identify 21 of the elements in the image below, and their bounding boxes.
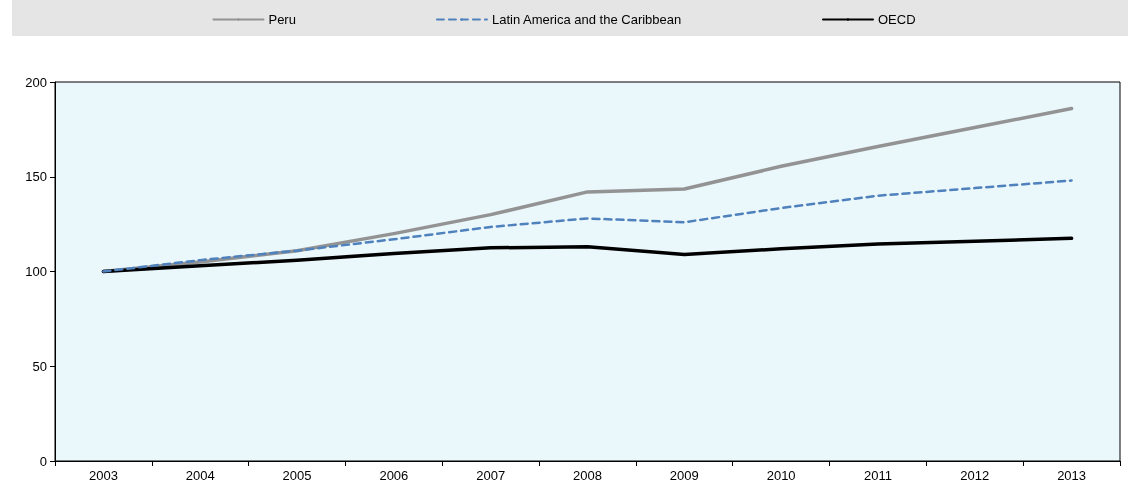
legend-label: Peru bbox=[268, 12, 296, 27]
x-tick-label: 2005 bbox=[282, 468, 312, 483]
x-tick-label: 2013 bbox=[1057, 468, 1087, 483]
x-tick-label: 2004 bbox=[185, 468, 215, 483]
x-tick-label: 2011 bbox=[863, 468, 892, 483]
x-tick-label: 2003 bbox=[88, 468, 118, 483]
y-tick-label: 0 bbox=[39, 453, 47, 469]
legend-label: Latin America and the Caribbean bbox=[491, 12, 682, 27]
x-tick-label: 2008 bbox=[573, 468, 602, 483]
legend-label: OECD bbox=[877, 12, 916, 27]
x-tick-label: 2010 bbox=[766, 468, 796, 483]
y-tick-label: 50 bbox=[32, 358, 47, 374]
y-tick-label: 150 bbox=[25, 169, 47, 185]
y-tick-label: 100 bbox=[25, 264, 47, 279]
x-tick-label: 2009 bbox=[669, 468, 699, 483]
line-series bbox=[102, 179, 1073, 273]
line-series bbox=[101, 236, 1074, 274]
x-tick-label: 2012 bbox=[960, 468, 990, 483]
x-tick-label: 2006 bbox=[379, 468, 409, 483]
x-tick-label: 2007 bbox=[476, 468, 506, 483]
y-tick-label: 200 bbox=[25, 74, 47, 90]
